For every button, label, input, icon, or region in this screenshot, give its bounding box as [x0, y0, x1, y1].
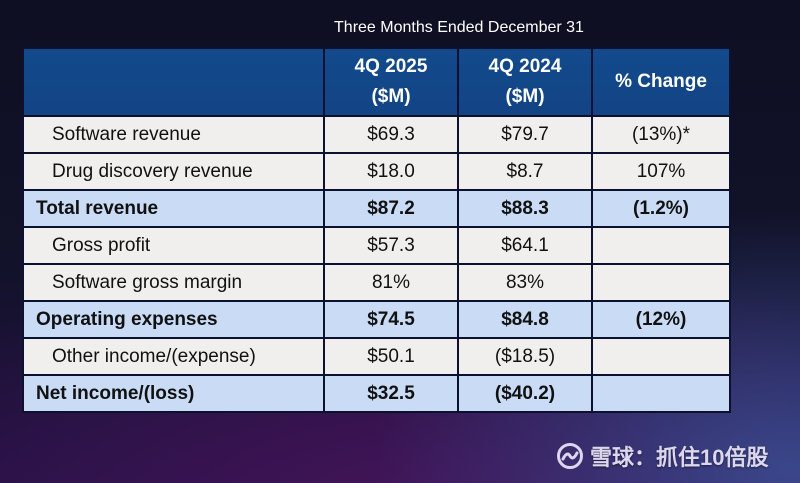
- value-change: [591, 337, 731, 376]
- value-4q2025: $32.5: [323, 374, 459, 413]
- value-change: [591, 263, 731, 302]
- value-4q2025: $50.1: [323, 337, 459, 376]
- header-4q2024: 4Q 2024 ($M): [457, 47, 593, 117]
- row-label: Other income/(expense): [22, 337, 325, 376]
- value-4q2024: 83%: [457, 263, 593, 302]
- watermark: 雪球：抓住10倍股: [556, 440, 768, 472]
- watermark-text: 雪球：抓住10倍股: [590, 445, 769, 470]
- value-4q2024: $8.7: [457, 152, 593, 191]
- header-label-column: [22, 47, 325, 117]
- financial-summary-table: 4Q 2025 ($M) 4Q 2024 ($M) % Change Softw…: [22, 47, 731, 413]
- header-4q2025: 4Q 2025 ($M): [323, 47, 459, 117]
- table-caption: Three Months Ended December 31: [334, 19, 584, 36]
- value-4q2025: $74.5: [323, 300, 459, 339]
- table-row: Other income/(expense) $50.1 ($18.5): [22, 337, 731, 376]
- value-4q2024: $84.8: [457, 300, 593, 339]
- value-change: [591, 226, 731, 265]
- header-4q2024-unit: ($M): [505, 86, 545, 107]
- value-4q2025: $87.2: [323, 189, 459, 228]
- table-row-total: Net income/(loss) $32.5 ($40.2): [22, 374, 731, 413]
- header-4q2024-period: 4Q 2024: [488, 56, 562, 77]
- table-row-total: Operating expenses $74.5 $84.8 (12%): [22, 300, 731, 339]
- table-row: Software gross margin 81% 83%: [22, 263, 731, 302]
- value-change: 107%: [591, 152, 731, 191]
- table-row: Software revenue $69.3 $79.7 (13%)*: [22, 115, 731, 154]
- value-change: (12%): [591, 300, 731, 339]
- row-label: Operating expenses: [22, 300, 325, 339]
- header-percent-change: % Change: [591, 47, 731, 117]
- table-row: Drug discovery revenue $18.0 $8.7 107%: [22, 152, 731, 191]
- value-4q2025: $18.0: [323, 152, 459, 191]
- value-4q2024: $88.3: [457, 189, 593, 228]
- value-change: (1.2%): [591, 189, 731, 228]
- row-label: Drug discovery revenue: [22, 152, 325, 191]
- value-4q2025: $69.3: [323, 115, 459, 154]
- header-4q2025-unit: ($M): [371, 86, 411, 107]
- header-4q2025-period: 4Q 2025: [354, 56, 428, 77]
- value-change: [591, 374, 731, 413]
- value-4q2024: ($18.5): [457, 337, 593, 376]
- row-label: Net income/(loss): [22, 374, 325, 413]
- value-4q2025: $57.3: [323, 226, 459, 265]
- value-change: (13%)*: [591, 115, 731, 154]
- snowball-logo-icon: [557, 443, 583, 469]
- value-4q2024: ($40.2): [457, 374, 593, 413]
- table-row: Gross profit $57.3 $64.1: [22, 226, 731, 265]
- row-label: Total revenue: [22, 189, 325, 228]
- row-label: Gross profit: [22, 226, 325, 265]
- header-row: 4Q 2025 ($M) 4Q 2024 ($M) % Change: [22, 47, 731, 117]
- value-4q2025: 81%: [323, 263, 459, 302]
- row-label: Software gross margin: [22, 263, 325, 302]
- row-label: Software revenue: [22, 115, 325, 154]
- value-4q2024: $79.7: [457, 115, 593, 154]
- table-row-total: Total revenue $87.2 $88.3 (1.2%): [22, 189, 731, 228]
- value-4q2024: $64.1: [457, 226, 593, 265]
